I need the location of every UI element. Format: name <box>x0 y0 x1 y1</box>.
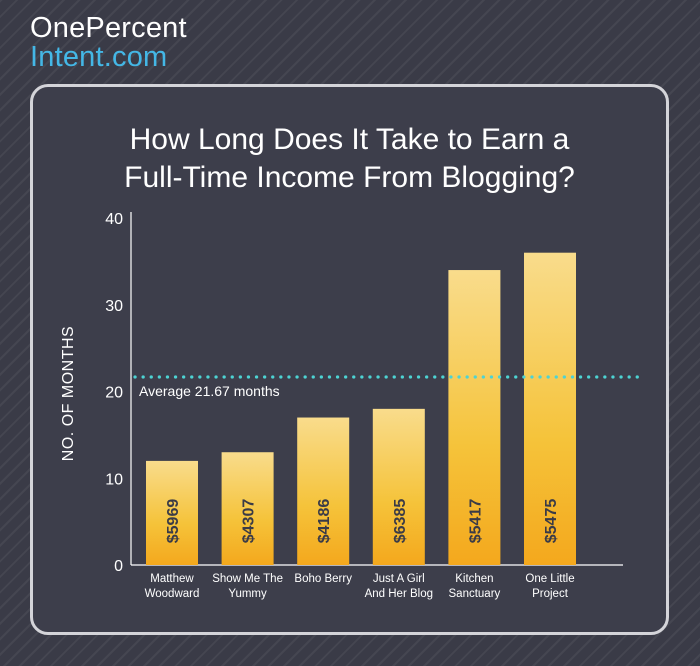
bar <box>221 452 274 565</box>
x-tick-label: Kitchen <box>455 573 493 585</box>
y-tick-label: 0 <box>114 558 123 575</box>
bar-value-label: $5475 <box>543 499 560 544</box>
x-tick-label: Boho Berry <box>294 573 352 585</box>
chart-panel: How Long Does It Take to Earn a Full-Tim… <box>30 84 669 635</box>
bar-value-label: $5969 <box>165 499 182 544</box>
chart-title-line2: Full-Time Income From Blogging? <box>124 161 575 194</box>
bar <box>524 252 576 565</box>
y-axis-label: NO. OF MONTHS <box>60 326 77 461</box>
y-tick-label: 20 <box>105 385 123 402</box>
bar-value-label: $4307 <box>241 499 258 544</box>
x-tick-label: Project <box>532 588 569 600</box>
chart-title: How Long Does It Take to Earn a Full-Tim… <box>33 121 666 197</box>
average-reference-label: Average 21.67 months <box>139 383 280 399</box>
bar <box>372 408 425 565</box>
brand-logo: OnePercent Intent.com <box>30 14 187 72</box>
x-tick-label: Sanctuary <box>449 588 501 600</box>
bar <box>146 460 198 565</box>
bar <box>448 270 501 565</box>
y-tick-label: 10 <box>105 471 123 488</box>
x-tick-label: And Her Blog <box>365 588 433 600</box>
brand-logo-line2: Intent.com <box>30 41 168 73</box>
bar <box>297 417 350 565</box>
x-tick-label: Show Me The <box>212 573 283 585</box>
x-tick-label: One Little <box>525 573 574 585</box>
bar-chart: 0 10 20 30 40 NO. OF MONTHS $5969 Matthew Woodwa… <box>60 211 645 600</box>
x-tick-label: Just A Girl <box>373 573 425 585</box>
x-tick-label: Yummy <box>228 588 267 600</box>
y-tick-label: 30 <box>105 298 123 315</box>
bar-value-label: $6385 <box>392 499 409 544</box>
bar-value-label: $5417 <box>467 499 484 544</box>
x-tick-label: Matthew <box>150 573 194 585</box>
chart-title-line1: How Long Does It Take to Earn a <box>129 123 570 156</box>
bar-value-label: $4186 <box>316 499 333 544</box>
brand-logo-line1: OnePercent <box>30 12 187 44</box>
x-tick-label: Woodward <box>145 588 200 600</box>
y-tick-label: 40 <box>105 211 123 228</box>
